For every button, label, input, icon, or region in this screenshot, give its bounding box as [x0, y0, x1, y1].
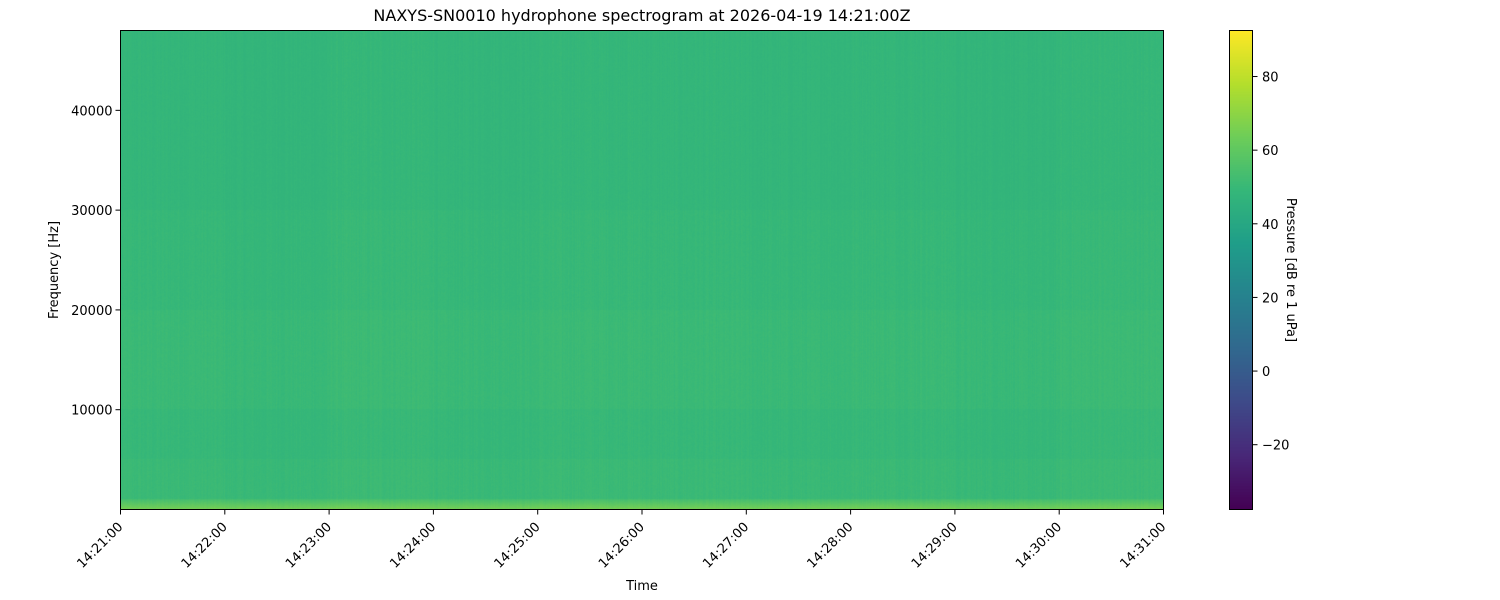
colorbar-tick-label: 0: [1262, 365, 1270, 380]
x-tick-label: 14:28:00: [805, 520, 857, 572]
x-tick-label: 14:27:00: [700, 520, 752, 572]
x-tick-label: 14:22:00: [179, 520, 231, 572]
colorbar-tick-label: 20: [1262, 291, 1279, 306]
x-tick-label: 14:30:00: [1013, 520, 1065, 572]
colorbar-frame: [1229, 30, 1253, 510]
y-axis-label: Frequency [Hz]: [47, 221, 62, 319]
chart-title: NAXYS-SN0010 hydrophone spectrogram at 2…: [373, 6, 910, 25]
x-tick-label: 14:21:00: [74, 520, 126, 572]
x-tick-label: 14:24:00: [387, 520, 439, 572]
y-tick-label: 40000: [71, 104, 112, 119]
y-tick-label: 20000: [71, 304, 112, 319]
colorbar-tick-label: 60: [1262, 144, 1279, 159]
colorbar-tick-label: −20: [1262, 439, 1289, 454]
y-tick-label: 30000: [71, 204, 112, 219]
colorbar: [1230, 31, 1252, 509]
x-tick-label: 14:26:00: [596, 520, 648, 572]
x-tick-label: 14:23:00: [283, 520, 335, 572]
colorbar-tick-label: 40: [1262, 218, 1279, 233]
x-tick-label: 14:31:00: [1117, 520, 1169, 572]
colorbar-label: Pressure [dB re 1 uPa]: [1283, 198, 1298, 342]
x-tick-label: 14:25:00: [492, 520, 544, 572]
y-tick-label: 10000: [71, 404, 112, 419]
colorbar-tick-label: 80: [1262, 71, 1279, 86]
spectrogram-heatmap: [121, 31, 1163, 509]
x-axis-label: Time: [625, 579, 658, 594]
x-tick-label: 14:29:00: [909, 520, 961, 572]
